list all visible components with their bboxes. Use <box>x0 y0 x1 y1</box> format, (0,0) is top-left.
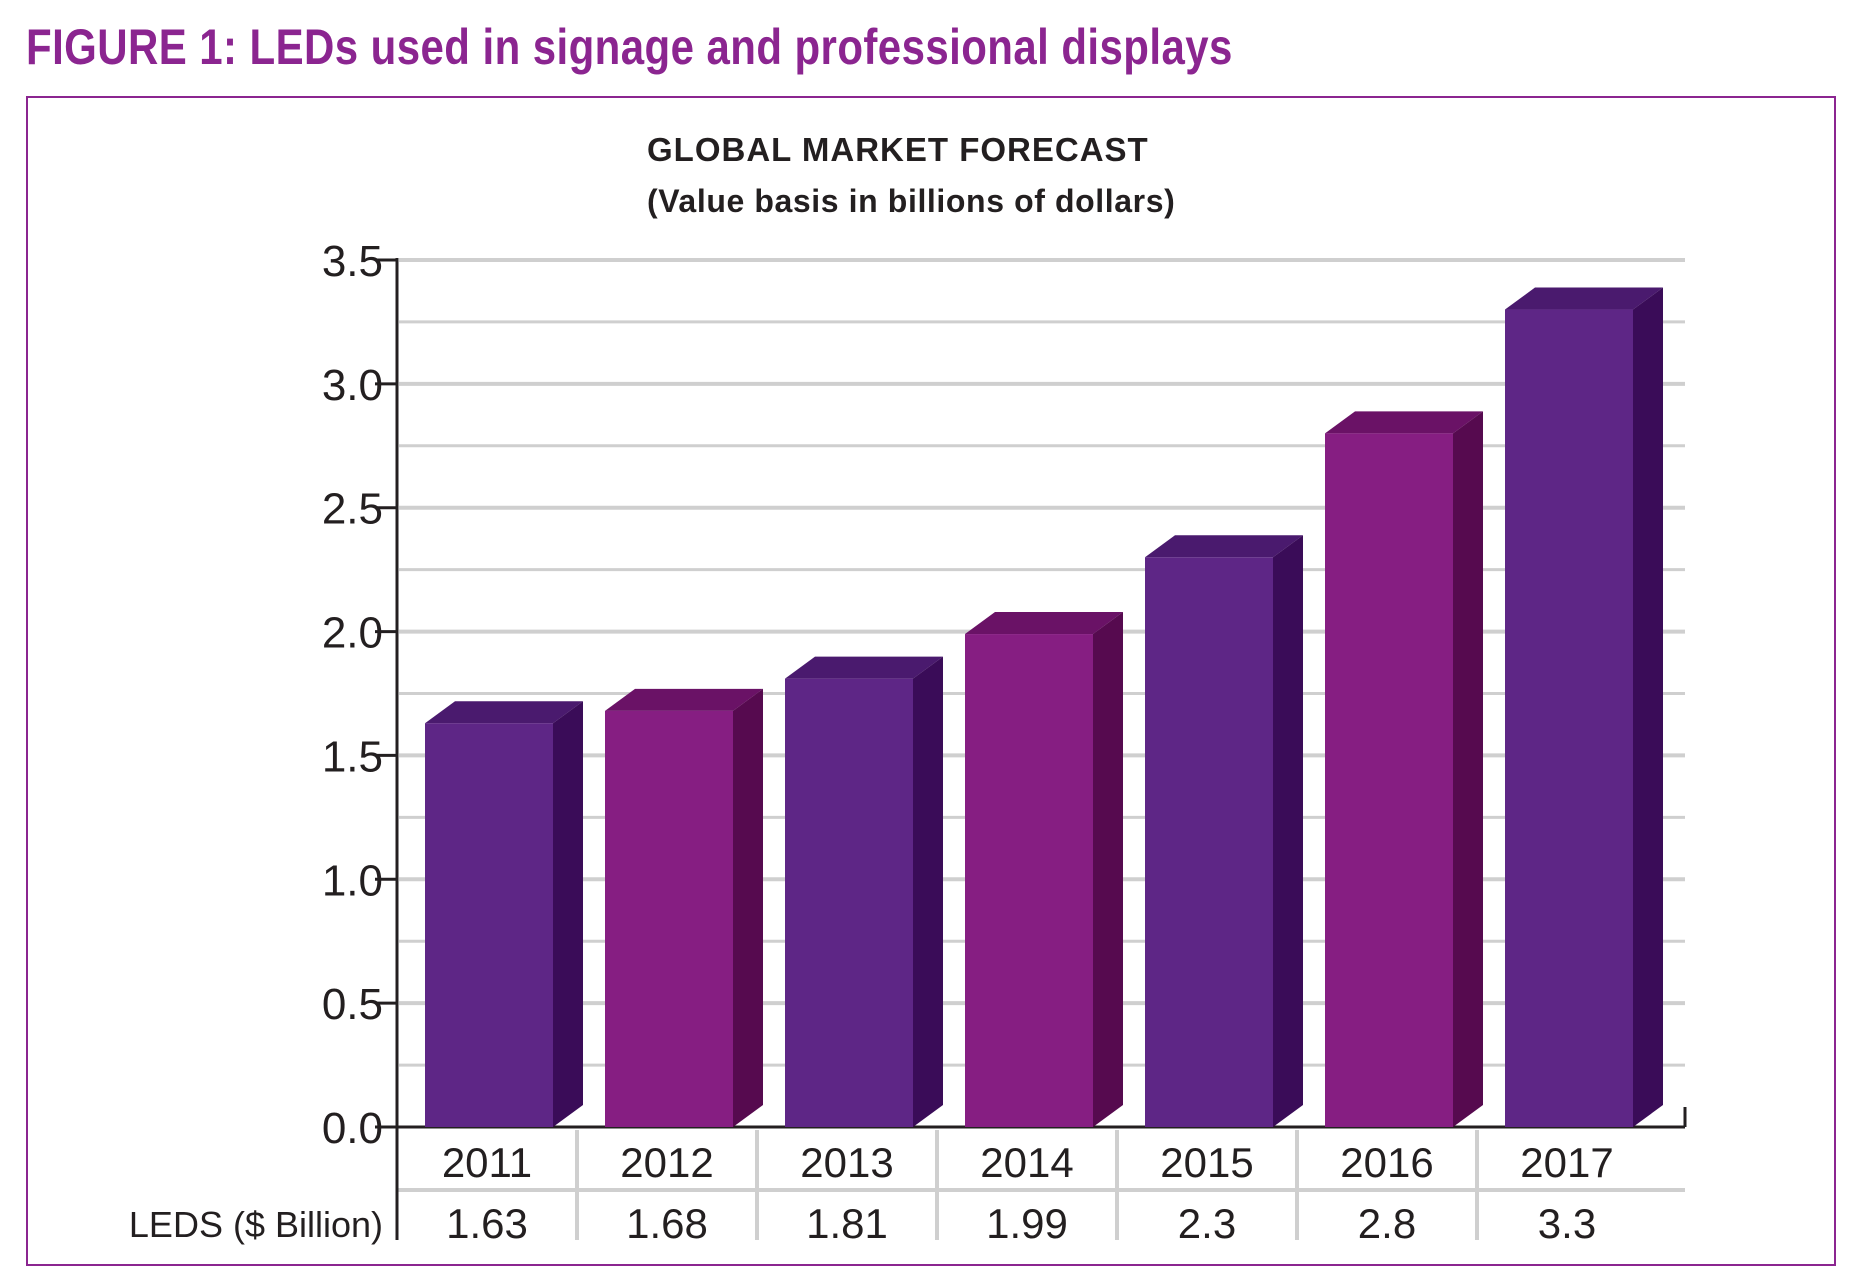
figure-title: FIGURE 1: LEDs used in signage and profe… <box>26 19 1233 75</box>
bar-top <box>425 701 583 724</box>
data-label: 2.8 <box>1358 1200 1416 1247</box>
y-tick-label: 3.0 <box>322 361 383 410</box>
data-label: 1.68 <box>626 1200 708 1247</box>
bar-side <box>1273 535 1303 1127</box>
bar-top <box>785 656 943 679</box>
bar-2014 <box>965 612 1123 1127</box>
figure-frame <box>26 96 1836 1266</box>
bar-side <box>1093 612 1123 1127</box>
x-tick-label: 2013 <box>800 1139 893 1186</box>
bar-top <box>605 688 763 711</box>
bar-side <box>733 688 763 1127</box>
bar-side <box>553 701 583 1127</box>
bar-top <box>965 612 1123 635</box>
data-label: 3.3 <box>1538 1200 1596 1247</box>
bar-2017 <box>1505 287 1663 1127</box>
y-tick-label: 1.0 <box>322 856 383 905</box>
bar-front <box>605 710 733 1127</box>
bar-side <box>1633 287 1663 1127</box>
bars <box>425 287 1663 1127</box>
series-label: LEDS ($ Billion) <box>129 1204 383 1245</box>
bar-front <box>425 723 553 1127</box>
chart-title: GLOBAL MARKET FORECAST <box>647 131 1149 168</box>
bar-top <box>1145 535 1303 558</box>
y-tick-label: 1.5 <box>322 732 383 781</box>
bar-front <box>1145 557 1273 1127</box>
bar-front <box>965 634 1093 1127</box>
bar-2011 <box>425 701 583 1127</box>
bar-front <box>1505 309 1633 1127</box>
data-label: 1.63 <box>446 1200 528 1247</box>
y-tick-label: 2.5 <box>322 485 383 534</box>
bar-side <box>1453 411 1483 1127</box>
x-tick-label: 2014 <box>980 1139 1073 1186</box>
bar-2015 <box>1145 535 1303 1127</box>
y-tick-label: 2.0 <box>322 609 383 658</box>
bar-top <box>1505 287 1663 310</box>
y-tick-label: 0.5 <box>322 980 383 1029</box>
axes: 0.0 0.5 1.0 1.5 2.0 2.5 3.0 3.5 <box>322 237 1687 1153</box>
bar-front <box>785 678 913 1127</box>
x-tick-label: 2011 <box>442 1139 532 1186</box>
data-label: 2.3 <box>1178 1200 1236 1247</box>
x-tick-label: 2012 <box>620 1139 713 1186</box>
x-tick-label: 2017 <box>1520 1139 1613 1186</box>
bar-2013 <box>785 656 943 1127</box>
bar-side <box>913 656 943 1127</box>
bar-2016 <box>1325 411 1483 1127</box>
y-tick-label: 3.5 <box>322 237 383 286</box>
chart-subtitle: (Value basis in billions of dollars) <box>647 183 1175 219</box>
bar-front <box>1325 433 1453 1127</box>
data-label: 1.81 <box>806 1200 888 1247</box>
data-label: 1.99 <box>986 1200 1068 1247</box>
x-tick-label: 2016 <box>1340 1139 1433 1186</box>
x-tick-label: 2015 <box>1160 1139 1253 1186</box>
data-table: 2011 1.63 2012 1.68 2013 1.81 2014 1.99 2015 2.3 2… <box>129 1127 1685 1247</box>
bar-2012 <box>605 688 763 1127</box>
bar-top <box>1325 411 1483 434</box>
y-tick-label: 0.0 <box>322 1104 383 1153</box>
